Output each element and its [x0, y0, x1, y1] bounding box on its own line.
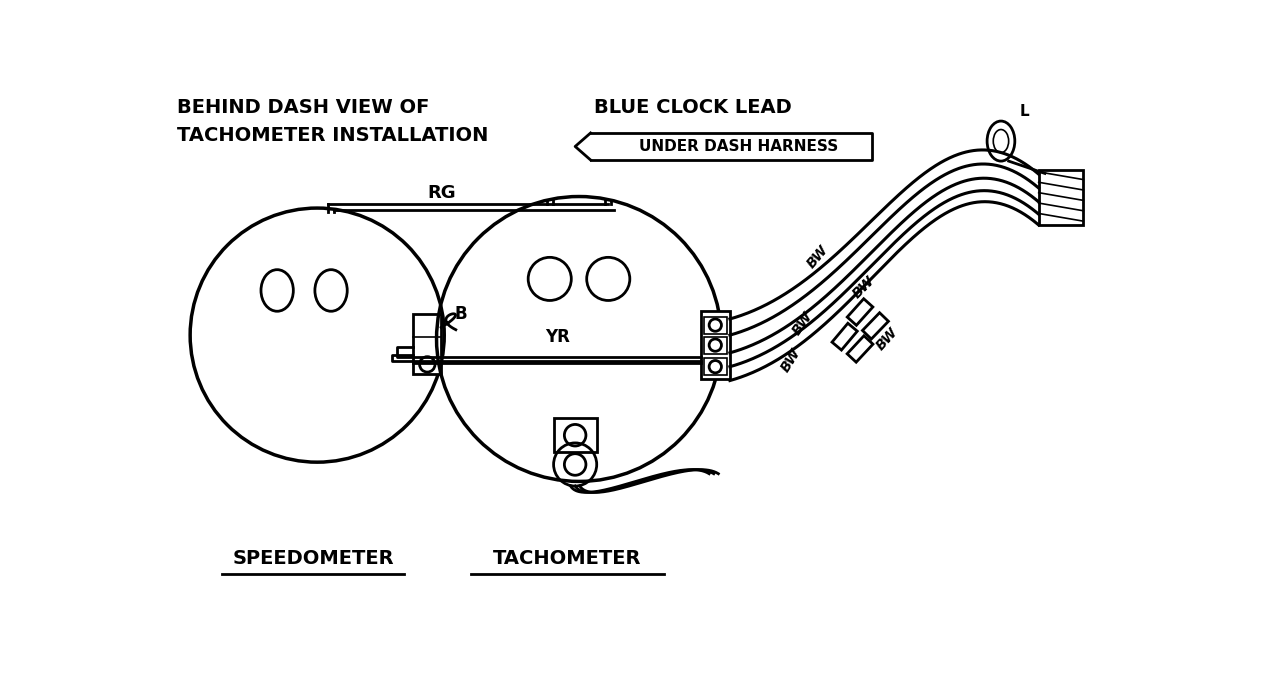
Text: B: B	[454, 305, 479, 323]
Text: UNDER DASH HARNESS: UNDER DASH HARNESS	[639, 139, 838, 154]
Polygon shape	[832, 323, 858, 350]
Bar	[704, 336, 727, 354]
Text: BW: BW	[804, 242, 831, 270]
Text: TACHOMETER: TACHOMETER	[493, 549, 641, 568]
Bar	[704, 358, 727, 375]
Bar	[413, 314, 442, 374]
Bar	[704, 316, 727, 334]
Text: BW: BW	[778, 345, 804, 374]
Text: L: L	[1019, 105, 1029, 119]
Bar	[700, 311, 730, 379]
Text: BW: BW	[790, 310, 815, 338]
Polygon shape	[847, 336, 873, 362]
Polygon shape	[863, 313, 888, 339]
Text: BW: BW	[873, 325, 901, 353]
Text: TACHOMETER INSTALLATION: TACHOMETER INSTALLATION	[177, 126, 489, 144]
Bar	[1038, 169, 1083, 225]
Text: BLUE CLOCK LEAD: BLUE CLOCK LEAD	[594, 98, 792, 117]
Polygon shape	[847, 299, 873, 325]
Bar	[553, 418, 596, 452]
Text: BEHIND DASH VIEW OF: BEHIND DASH VIEW OF	[177, 98, 429, 117]
Text: SPEEDOMETER: SPEEDOMETER	[233, 549, 394, 568]
Text: YR: YR	[545, 327, 570, 345]
Text: BW: BW	[850, 274, 878, 301]
Text: RG: RG	[428, 184, 456, 202]
